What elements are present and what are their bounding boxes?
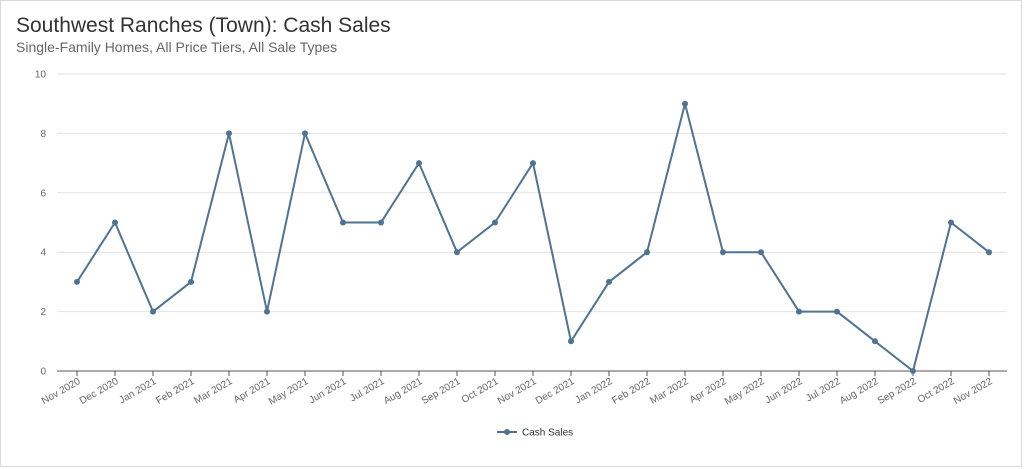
x-tick-label: Oct 2022 xyxy=(916,376,957,406)
data-point[interactable] xyxy=(606,278,612,285)
chart-subtitle: Single-Family Homes, All Price Tiers, Al… xyxy=(16,39,338,55)
data-point[interactable] xyxy=(264,308,270,315)
data-point[interactable] xyxy=(74,278,80,285)
data-point[interactable] xyxy=(720,249,726,256)
x-tick-label: Feb 2022 xyxy=(610,376,652,407)
x-tick-label: Jul 2021 xyxy=(348,376,387,405)
data-point[interactable] xyxy=(226,130,232,137)
x-tick-label: Apr 2021 xyxy=(232,376,273,406)
x-tick-label: Jun 2021 xyxy=(307,376,349,406)
legend-marker xyxy=(504,429,510,435)
x-tick-label: Mar 2021 xyxy=(192,376,234,407)
x-tick-label: Nov 2022 xyxy=(952,376,995,407)
data-point[interactable] xyxy=(834,308,840,315)
x-tick-label: Sep 2022 xyxy=(876,376,919,407)
chart-title: Southwest Ranches (Town): Cash Sales xyxy=(16,14,391,37)
x-tick-label: Jan 2021 xyxy=(117,376,159,406)
data-point[interactable] xyxy=(644,249,650,256)
data-point[interactable] xyxy=(872,338,878,345)
series-line-cash-sales xyxy=(76,102,990,372)
legend-label[interactable]: Cash Sales xyxy=(522,428,573,439)
data-point[interactable] xyxy=(492,219,498,226)
x-tick-label: Nov 2020 xyxy=(40,376,83,407)
x-tick-label: Aug 2022 xyxy=(838,376,881,407)
x-tick-label: Jul 2022 xyxy=(804,376,843,405)
data-point[interactable] xyxy=(986,249,992,256)
data-point[interactable] xyxy=(378,219,384,226)
data-point[interactable] xyxy=(340,219,346,226)
x-tick-label: Feb 2021 xyxy=(154,376,196,407)
data-point[interactable] xyxy=(416,160,422,167)
data-point[interactable] xyxy=(530,160,536,167)
data-point[interactable] xyxy=(758,249,764,256)
x-tick-label: Oct 2021 xyxy=(460,376,501,406)
data-point[interactable] xyxy=(682,100,688,107)
x-tick-label: Jan 2022 xyxy=(573,376,615,406)
data-point[interactable] xyxy=(568,338,574,345)
x-tick-label: May 2022 xyxy=(723,376,767,408)
y-tick-label: 8 xyxy=(40,129,46,140)
x-tick-label: Mar 2022 xyxy=(648,376,690,407)
x-tick-label: Sep 2021 xyxy=(420,376,463,407)
y-tick-label: 4 xyxy=(40,248,46,259)
x-tick-label: Jun 2022 xyxy=(763,376,805,406)
x-tick-label: Dec 2020 xyxy=(78,376,121,407)
y-tick-label: 6 xyxy=(40,188,46,199)
data-point[interactable] xyxy=(454,249,460,256)
x-tick-label: Aug 2021 xyxy=(382,376,425,407)
data-point[interactable] xyxy=(188,278,194,285)
data-point[interactable] xyxy=(150,308,156,315)
x-tick-label: Dec 2021 xyxy=(534,376,577,407)
x-tick-label: Nov 2021 xyxy=(496,376,539,407)
y-tick-label: 2 xyxy=(40,307,46,318)
x-tick-label: Apr 2022 xyxy=(688,376,729,406)
y-tick-label: 10 xyxy=(35,70,47,81)
data-point[interactable] xyxy=(112,219,118,226)
data-point[interactable] xyxy=(796,308,802,315)
y-tick-label: 0 xyxy=(40,367,46,378)
data-point[interactable] xyxy=(302,130,308,137)
x-tick-label: May 2021 xyxy=(267,376,311,408)
data-point[interactable] xyxy=(910,368,916,374)
data-point[interactable] xyxy=(948,219,954,226)
